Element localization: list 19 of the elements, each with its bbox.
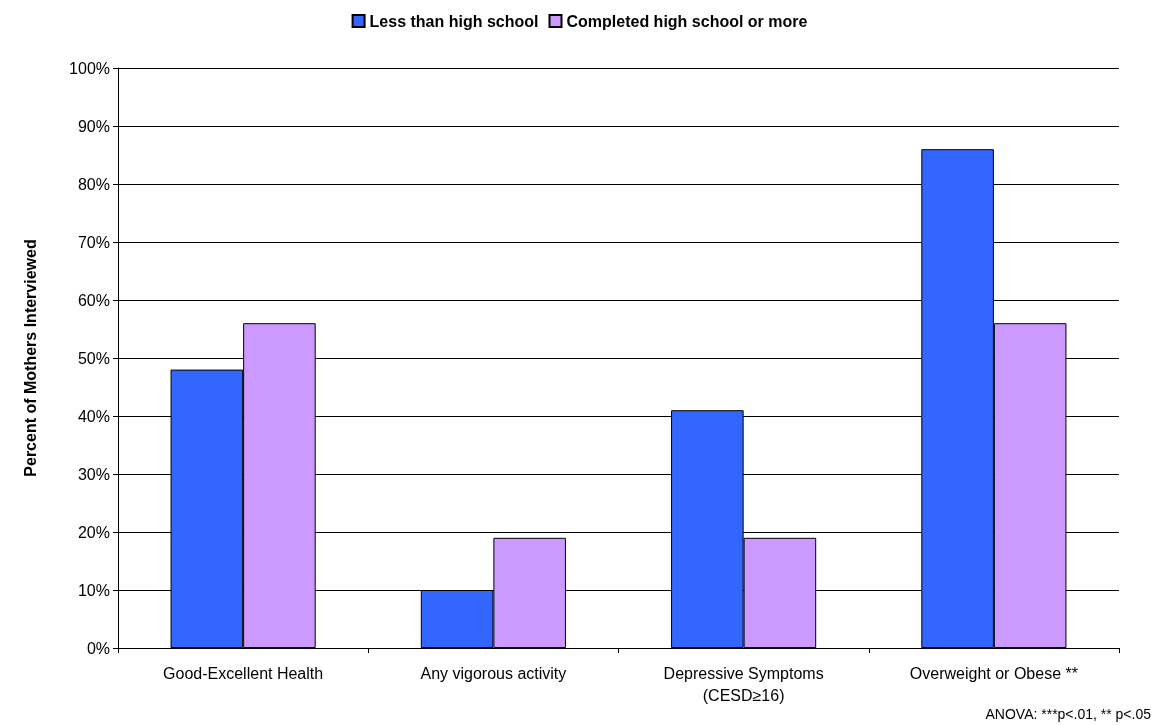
y-tick-label: 40% — [77, 407, 110, 425]
legend-label: Less than high school — [369, 12, 539, 30]
y-tick-label: 80% — [77, 175, 110, 193]
y-tick-label: 0% — [86, 639, 110, 657]
y-axis-title: Percent of Mothers Interviewed — [21, 239, 39, 477]
y-tick-label: 100% — [69, 59, 110, 77]
y-tick-label: 50% — [77, 349, 110, 367]
y-tick-label: 70% — [77, 233, 110, 251]
text: ANOVA: ***p<.01, ** p<.05 — [985, 706, 1152, 722]
x-tick-label: Good-Excellent Health — [163, 664, 324, 682]
y-tick-label: 30% — [77, 465, 110, 483]
x-tick-label: Depressive Symptoms (CESD≥16) — [663, 664, 824, 704]
y-tick-label: 20% — [77, 523, 110, 541]
legend-label: Completed high school or more — [566, 12, 808, 30]
y-tick-label: 60% — [77, 291, 110, 309]
y-tick-label: 10% — [77, 581, 110, 599]
x-tick-label: Overweight or Obese ** — [909, 664, 1078, 682]
y-tick-label: 90% — [77, 117, 110, 135]
x-tick-label: Any vigorous activity — [420, 664, 567, 682]
